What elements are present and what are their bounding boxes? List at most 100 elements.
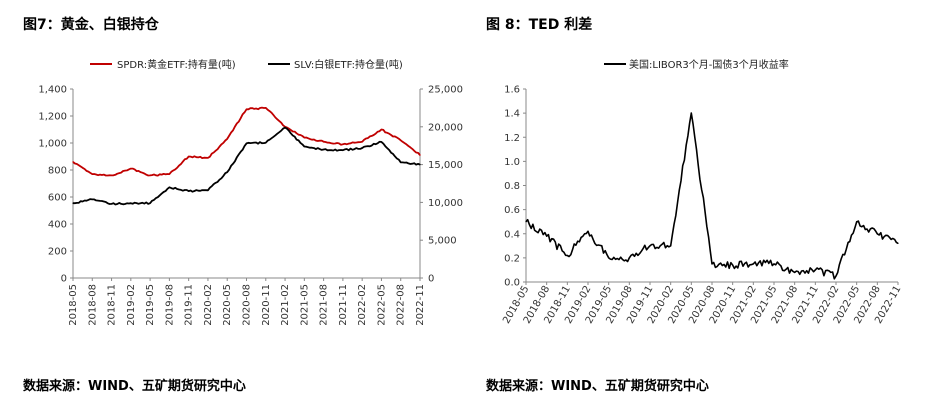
x-tick-label: 2020-02	[203, 284, 214, 326]
ted-spread-line	[525, 112, 899, 280]
legend-label: 美国:LIBOR3个月-国债3个月收益率	[629, 58, 789, 71]
spdr-data-point	[207, 157, 209, 159]
x-tick-label: 2020-11	[261, 284, 272, 326]
x-tick-label: 2019-02	[126, 284, 137, 326]
x-tick-label: 2019-11	[184, 284, 195, 326]
legend-label: SPDR:黄金ETF:持有量(吨)	[117, 58, 236, 71]
ted-data-point	[525, 221, 527, 223]
left-y-tick-label: 1,000	[38, 139, 67, 150]
ted-data-point	[773, 263, 775, 265]
slv-data-point	[72, 202, 74, 204]
slv-data-point	[323, 148, 325, 151]
slv-data-point	[400, 161, 402, 163]
spdr-data-point	[245, 108, 248, 110]
ted-data-point	[608, 257, 610, 259]
y-tick-label: 0.6	[504, 205, 520, 216]
ted-data-point	[732, 264, 734, 266]
spdr-data-point	[226, 138, 228, 140]
ted-data-point	[711, 263, 713, 265]
spdr-data-point	[323, 141, 325, 143]
left-chart-title: 图7：黄金、白银持仓	[23, 17, 159, 33]
spdr-gold-holdings-line	[72, 106, 421, 177]
y-tick-label: 0.0	[504, 278, 520, 289]
left-y-tick-label: 400	[48, 220, 67, 231]
left-y-tick-label: 800	[48, 166, 67, 177]
right-chart-panel: 图 8：TED 利差 0.0 0.2 0.4 0.6 0.8 1.0 1.2 1.4 1.6 20…	[466, 0, 932, 406]
spdr-data-point	[419, 154, 421, 156]
right-y-tick-label: 10,000	[428, 198, 463, 209]
slv-data-point	[284, 126, 286, 129]
slv-data-point	[149, 202, 151, 204]
slv-data-point	[245, 142, 248, 145]
left-y-tick-label: 1,400	[38, 85, 67, 96]
right-y-tick-label: 25,000	[428, 85, 463, 96]
right-y-tick-label: 20,000	[428, 122, 463, 133]
slv-data-point	[361, 147, 363, 149]
slv-data-point	[380, 141, 383, 143]
spdr-data-point	[303, 137, 305, 139]
x-tick-label: 2018-11	[107, 284, 118, 326]
y-tick-label: 1.6	[504, 85, 520, 96]
slv-data-point	[188, 190, 190, 192]
right-y-tick-label: 0	[428, 274, 434, 285]
x-tick-label: 2018-05	[68, 284, 79, 326]
ted-data-point	[897, 242, 899, 244]
x-tick-label: 2022-05	[376, 284, 387, 326]
ted-data-point	[670, 245, 672, 247]
slv-data-point	[303, 145, 305, 148]
x-tick-label: 2019-08	[164, 284, 175, 326]
ted-data-point	[566, 254, 568, 257]
x-tick-label: 2021-05	[299, 284, 310, 326]
x-tick-label: 2021-08	[319, 284, 330, 326]
slv-data-point	[207, 189, 209, 191]
slv-data-point	[168, 186, 170, 188]
left-y-tick-label: 1,200	[38, 112, 67, 123]
right-line-chart: 0.00.20.40.60.81.01.21.41.62018-052018-0…	[501, 58, 903, 326]
y-tick-label: 1.2	[504, 133, 520, 144]
y-tick-label: 1.4	[504, 109, 520, 120]
spdr-data-point	[72, 161, 74, 163]
slv-silver-holdings-line	[73, 126, 421, 206]
right-y-tick-label: 5,000	[428, 236, 457, 247]
left-y-tick-label: 600	[48, 193, 67, 204]
slv-data-point	[226, 171, 228, 173]
x-tick-label: 2019-05	[145, 284, 156, 326]
ted-data-point	[752, 263, 754, 265]
ted-data-point	[814, 269, 816, 271]
spdr-data-point	[91, 173, 93, 175]
x-tick-label: 2022-02	[357, 284, 368, 326]
x-tick-label: 2020-08	[242, 284, 253, 326]
x-tick-label: 2020-05	[222, 284, 233, 326]
left-y-tick-label: 200	[48, 247, 67, 258]
slv-data-point	[265, 142, 267, 144]
left-y-tick-label: 0	[61, 274, 67, 285]
right-y-tick-label: 15,000	[428, 160, 463, 171]
spdr-data-point	[380, 128, 383, 131]
spdr-data-point	[265, 107, 267, 109]
ted-data-point	[649, 245, 651, 247]
spdr-data-point	[188, 155, 190, 158]
y-tick-label: 1.0	[504, 157, 520, 168]
y-tick-label: 0.4	[504, 229, 520, 240]
spdr-data-point	[130, 168, 132, 170]
ted-data-point	[856, 221, 858, 223]
right-source-note: 数据来源：WIND、五矿期货研究中心	[486, 379, 709, 394]
spdr-data-point	[110, 174, 113, 176]
left-chart-panel: 图7：黄金、白银持仓 0 200 400 600 800 1,000 1,200 1,400 0…	[23, 17, 463, 394]
spdr-data-point	[400, 139, 402, 141]
x-tick-label: 2018-08	[87, 284, 98, 326]
ted-data-point	[876, 233, 878, 235]
x-tick-label: 2021-02	[280, 284, 291, 326]
slv-data-point	[342, 149, 344, 151]
x-tick-label: 2022-11	[415, 284, 426, 326]
slv-data-point	[130, 202, 132, 204]
slv-data-point	[110, 203, 113, 205]
spdr-data-point	[342, 143, 344, 145]
ted-data-point	[835, 275, 837, 277]
spdr-data-point	[149, 174, 151, 176]
y-tick-label: 0.8	[504, 181, 520, 192]
ted-data-point	[690, 112, 692, 114]
spdr-data-point	[361, 141, 363, 143]
right-chart-title: 图 8：TED 利差	[486, 17, 593, 33]
ted-data-point	[794, 271, 796, 273]
